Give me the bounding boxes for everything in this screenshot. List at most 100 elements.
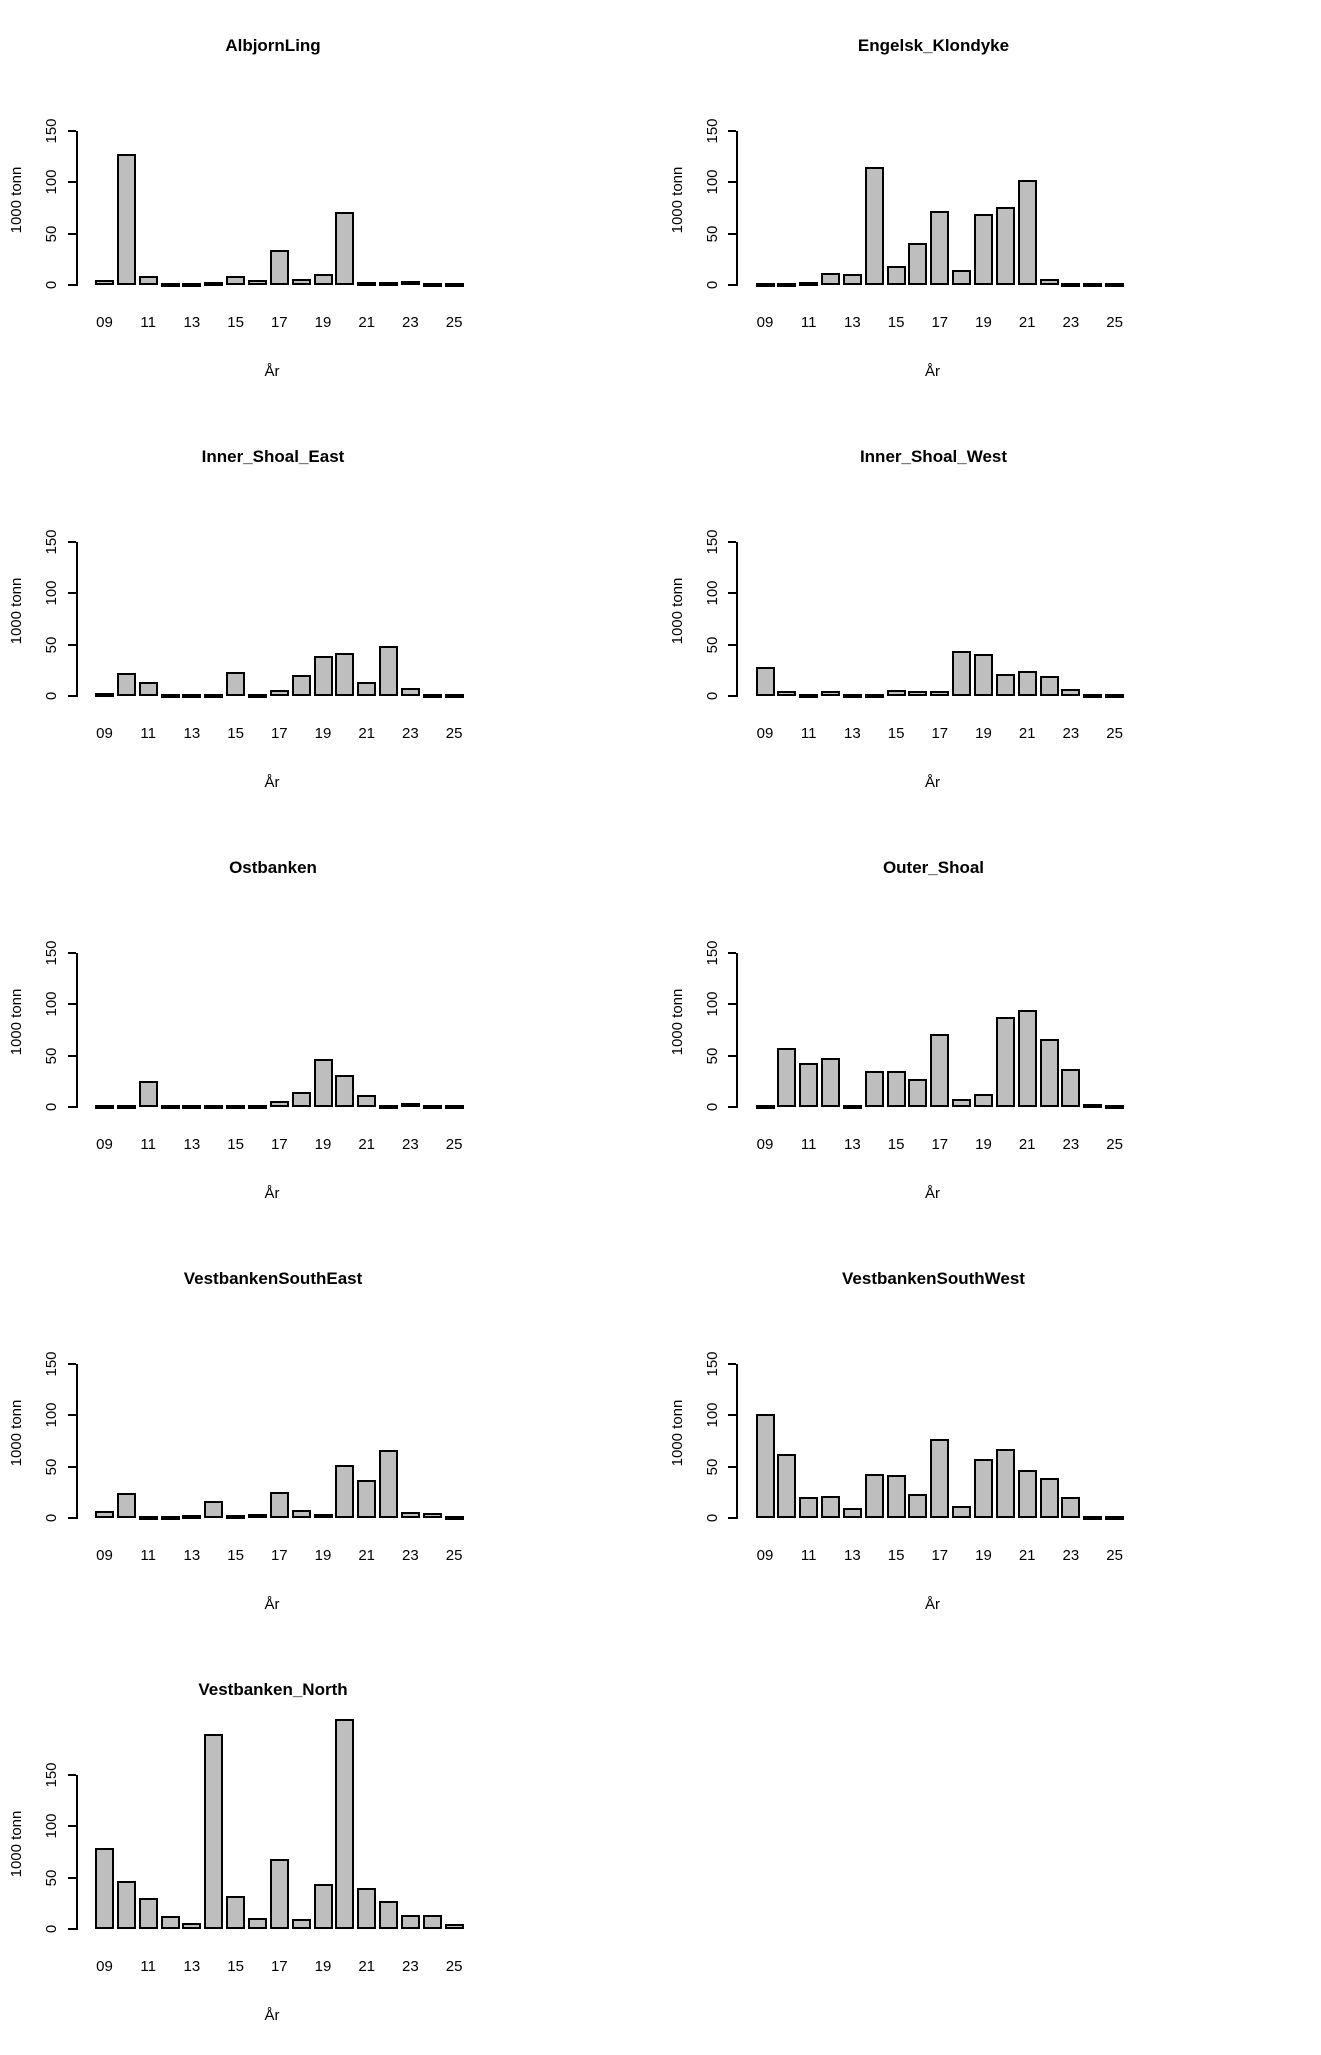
y-tick (728, 695, 736, 697)
bar (269, 250, 289, 285)
x-tick-label: 25 (445, 1136, 463, 1153)
bar (182, 283, 202, 287)
y-tick-label: 0 (43, 280, 60, 290)
bar (842, 274, 862, 285)
x-axis-label: År (925, 363, 940, 380)
x-tick-label: 15 (887, 1136, 905, 1153)
bar (886, 1474, 906, 1518)
y-axis-label: 1000 tonn (668, 988, 686, 1056)
x-tick-label: 17 (931, 314, 949, 331)
chart-title: VestbankenSouthEast (183, 1269, 363, 1288)
x-tick-label: 19 (975, 1547, 992, 1564)
x-tick-label: 19 (314, 1547, 332, 1564)
y-tick-label: 50 (703, 1458, 721, 1475)
y-tick-label: 150 (703, 529, 721, 555)
bar (1105, 694, 1125, 698)
x-tick-label: 23 (402, 1547, 419, 1564)
x-tick-label: 09 (756, 1547, 774, 1564)
y-tick-label: 100 (43, 1813, 60, 1839)
bar (1061, 282, 1081, 287)
bar (952, 1506, 972, 1518)
bar (313, 273, 333, 285)
bar (379, 281, 399, 286)
chart-title: Outer_Shoal (882, 858, 985, 877)
bar (886, 266, 906, 285)
bar (335, 1464, 355, 1518)
bar (1083, 283, 1103, 287)
x-tick-label: 17 (270, 1547, 288, 1564)
x-tick-label: 13 (183, 314, 201, 331)
bar (799, 282, 819, 287)
chart-title: VestbankenSouthWest (842, 1269, 1025, 1288)
y-tick (728, 232, 736, 235)
y-tick (728, 181, 736, 184)
x-tick-label: 13 (844, 1136, 861, 1153)
x-tick-label: 21 (358, 725, 376, 742)
y-axis-label: 1000 tonn (8, 1399, 25, 1467)
bar (116, 1104, 136, 1109)
x-tick-label: 11 (140, 1958, 156, 1975)
bar (1061, 1496, 1081, 1518)
bar (138, 1081, 158, 1107)
y-tick (728, 1363, 736, 1365)
bar (777, 283, 797, 287)
bar (799, 693, 819, 698)
chart-title: AlbjornLing (225, 36, 321, 55)
bar (864, 1474, 884, 1518)
bar (400, 1102, 420, 1107)
x-tick-label: 25 (445, 314, 463, 331)
bar (247, 1514, 267, 1519)
x-tick-label: 19 (314, 1958, 332, 1975)
bar (1105, 1516, 1125, 1520)
x-axis-label: År (925, 1596, 940, 1613)
x-tick-label: 17 (270, 314, 288, 331)
y-tick-label: 0 (703, 280, 721, 290)
x-tick-label: 13 (183, 1547, 201, 1564)
x-tick-label: 21 (358, 1958, 376, 1975)
bar (182, 1922, 202, 1929)
y-tick-label: 150 (703, 118, 721, 144)
x-axis-label: År (264, 363, 280, 380)
x-tick-label: 11 (800, 1136, 817, 1153)
bar (995, 674, 1015, 696)
bar (116, 1492, 136, 1518)
bar (335, 212, 355, 285)
y-axis-label: 1000 tonn (668, 1399, 686, 1467)
x-tick-label: 21 (1018, 725, 1036, 742)
bar (842, 694, 862, 698)
bar (1083, 1103, 1103, 1108)
y-tick (67, 181, 76, 184)
y-tick-label: 0 (703, 691, 721, 701)
bar (335, 652, 355, 696)
x-tick-label: 09 (756, 314, 774, 331)
y-axis-label: 1000 tonn (8, 988, 25, 1056)
x-tick-label: 21 (1018, 1547, 1036, 1564)
bar (247, 1105, 267, 1109)
bar (138, 1516, 158, 1520)
chart-title: Ostbanken (229, 858, 317, 877)
bar (974, 1093, 993, 1107)
x-tick-label: 15 (887, 314, 905, 331)
bar (444, 1516, 464, 1520)
bar (1105, 1105, 1125, 1109)
y-tick (67, 695, 76, 697)
bar (160, 282, 180, 287)
bar (400, 1511, 420, 1518)
bar (138, 1898, 158, 1929)
bar (269, 1492, 289, 1518)
bar (269, 689, 289, 696)
bar (291, 675, 311, 696)
x-tick-label: 19 (975, 725, 992, 742)
y-tick (67, 232, 76, 235)
bar (821, 1495, 841, 1518)
x-tick-label: 15 (887, 1547, 905, 1564)
bar (1017, 1470, 1037, 1518)
x-tick-label: 25 (445, 1958, 463, 1975)
y-tick-label: 0 (43, 1513, 60, 1523)
bar (755, 1105, 775, 1109)
bar (357, 682, 377, 696)
y-axis-line (75, 953, 78, 1108)
x-tick-label: 19 (314, 314, 332, 331)
y-tick (67, 1054, 76, 1057)
